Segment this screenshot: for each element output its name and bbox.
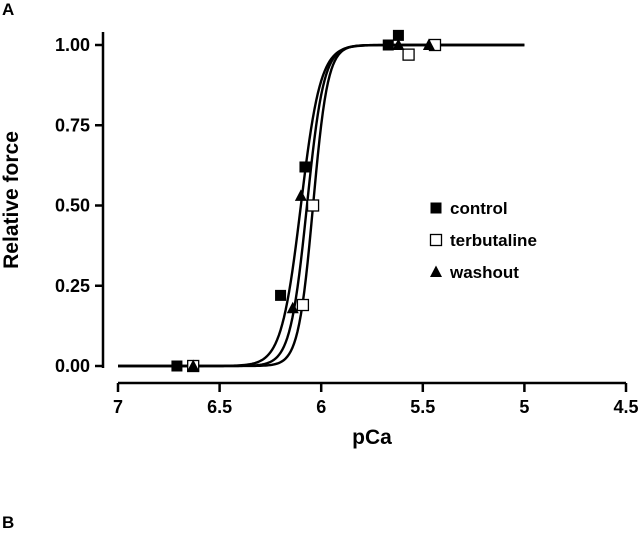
data-point-terbutaline xyxy=(402,48,415,61)
legend-marker-washout xyxy=(430,265,442,277)
x-tick-label: 4.5 xyxy=(613,397,638,417)
legend-marker-control xyxy=(430,202,442,214)
x-tick-label: 7 xyxy=(113,397,123,417)
legend-label-control: control xyxy=(450,199,508,218)
panel-label-b: B xyxy=(2,513,15,532)
data-point-terbutaline xyxy=(296,298,310,312)
x-tick-label: 6.5 xyxy=(207,397,232,417)
data-point-control xyxy=(171,360,183,372)
data-point-washout xyxy=(187,359,200,371)
data-point-terbutaline xyxy=(306,199,320,212)
x-ticks: 7 6.5 6 5.5 5 4.5 xyxy=(113,383,639,417)
legend: control terbutaline washout xyxy=(429,199,537,282)
legend-label-terbutaline: terbutaline xyxy=(450,231,537,250)
axes xyxy=(101,32,626,385)
panel-label-a: A xyxy=(2,0,15,19)
y-ticks: 0.00 0.25 0.50 0.75 1.00 xyxy=(55,35,103,376)
fit-curve-washout xyxy=(118,43,525,368)
data-point-control xyxy=(382,39,394,51)
y-tick-label: 1.00 xyxy=(55,35,90,55)
y-tick-label: 0.50 xyxy=(55,196,90,216)
data-point-washout xyxy=(294,189,307,201)
data-point-control xyxy=(299,161,311,173)
x-axis-title: pCa xyxy=(352,426,392,449)
y-axis-title: Relative force xyxy=(0,131,23,269)
legend-label-washout: washout xyxy=(449,263,519,282)
fit-curves xyxy=(118,43,525,368)
data-point-washout xyxy=(286,301,299,314)
data-point-control xyxy=(392,29,404,41)
data-point-washout xyxy=(392,38,405,50)
x-tick-label: 5.5 xyxy=(410,397,435,417)
y-tick-label: 0.75 xyxy=(55,115,90,135)
data-point-washout xyxy=(422,38,435,50)
x-tick-label: 6 xyxy=(316,397,326,417)
x-tick-label: 5 xyxy=(519,397,529,417)
y-tick-label: 0.25 xyxy=(55,276,90,296)
y-tick-label: 0.00 xyxy=(55,356,90,376)
data-points xyxy=(171,29,442,373)
data-point-control xyxy=(275,289,287,301)
legend-marker-terbutaline xyxy=(429,233,443,247)
